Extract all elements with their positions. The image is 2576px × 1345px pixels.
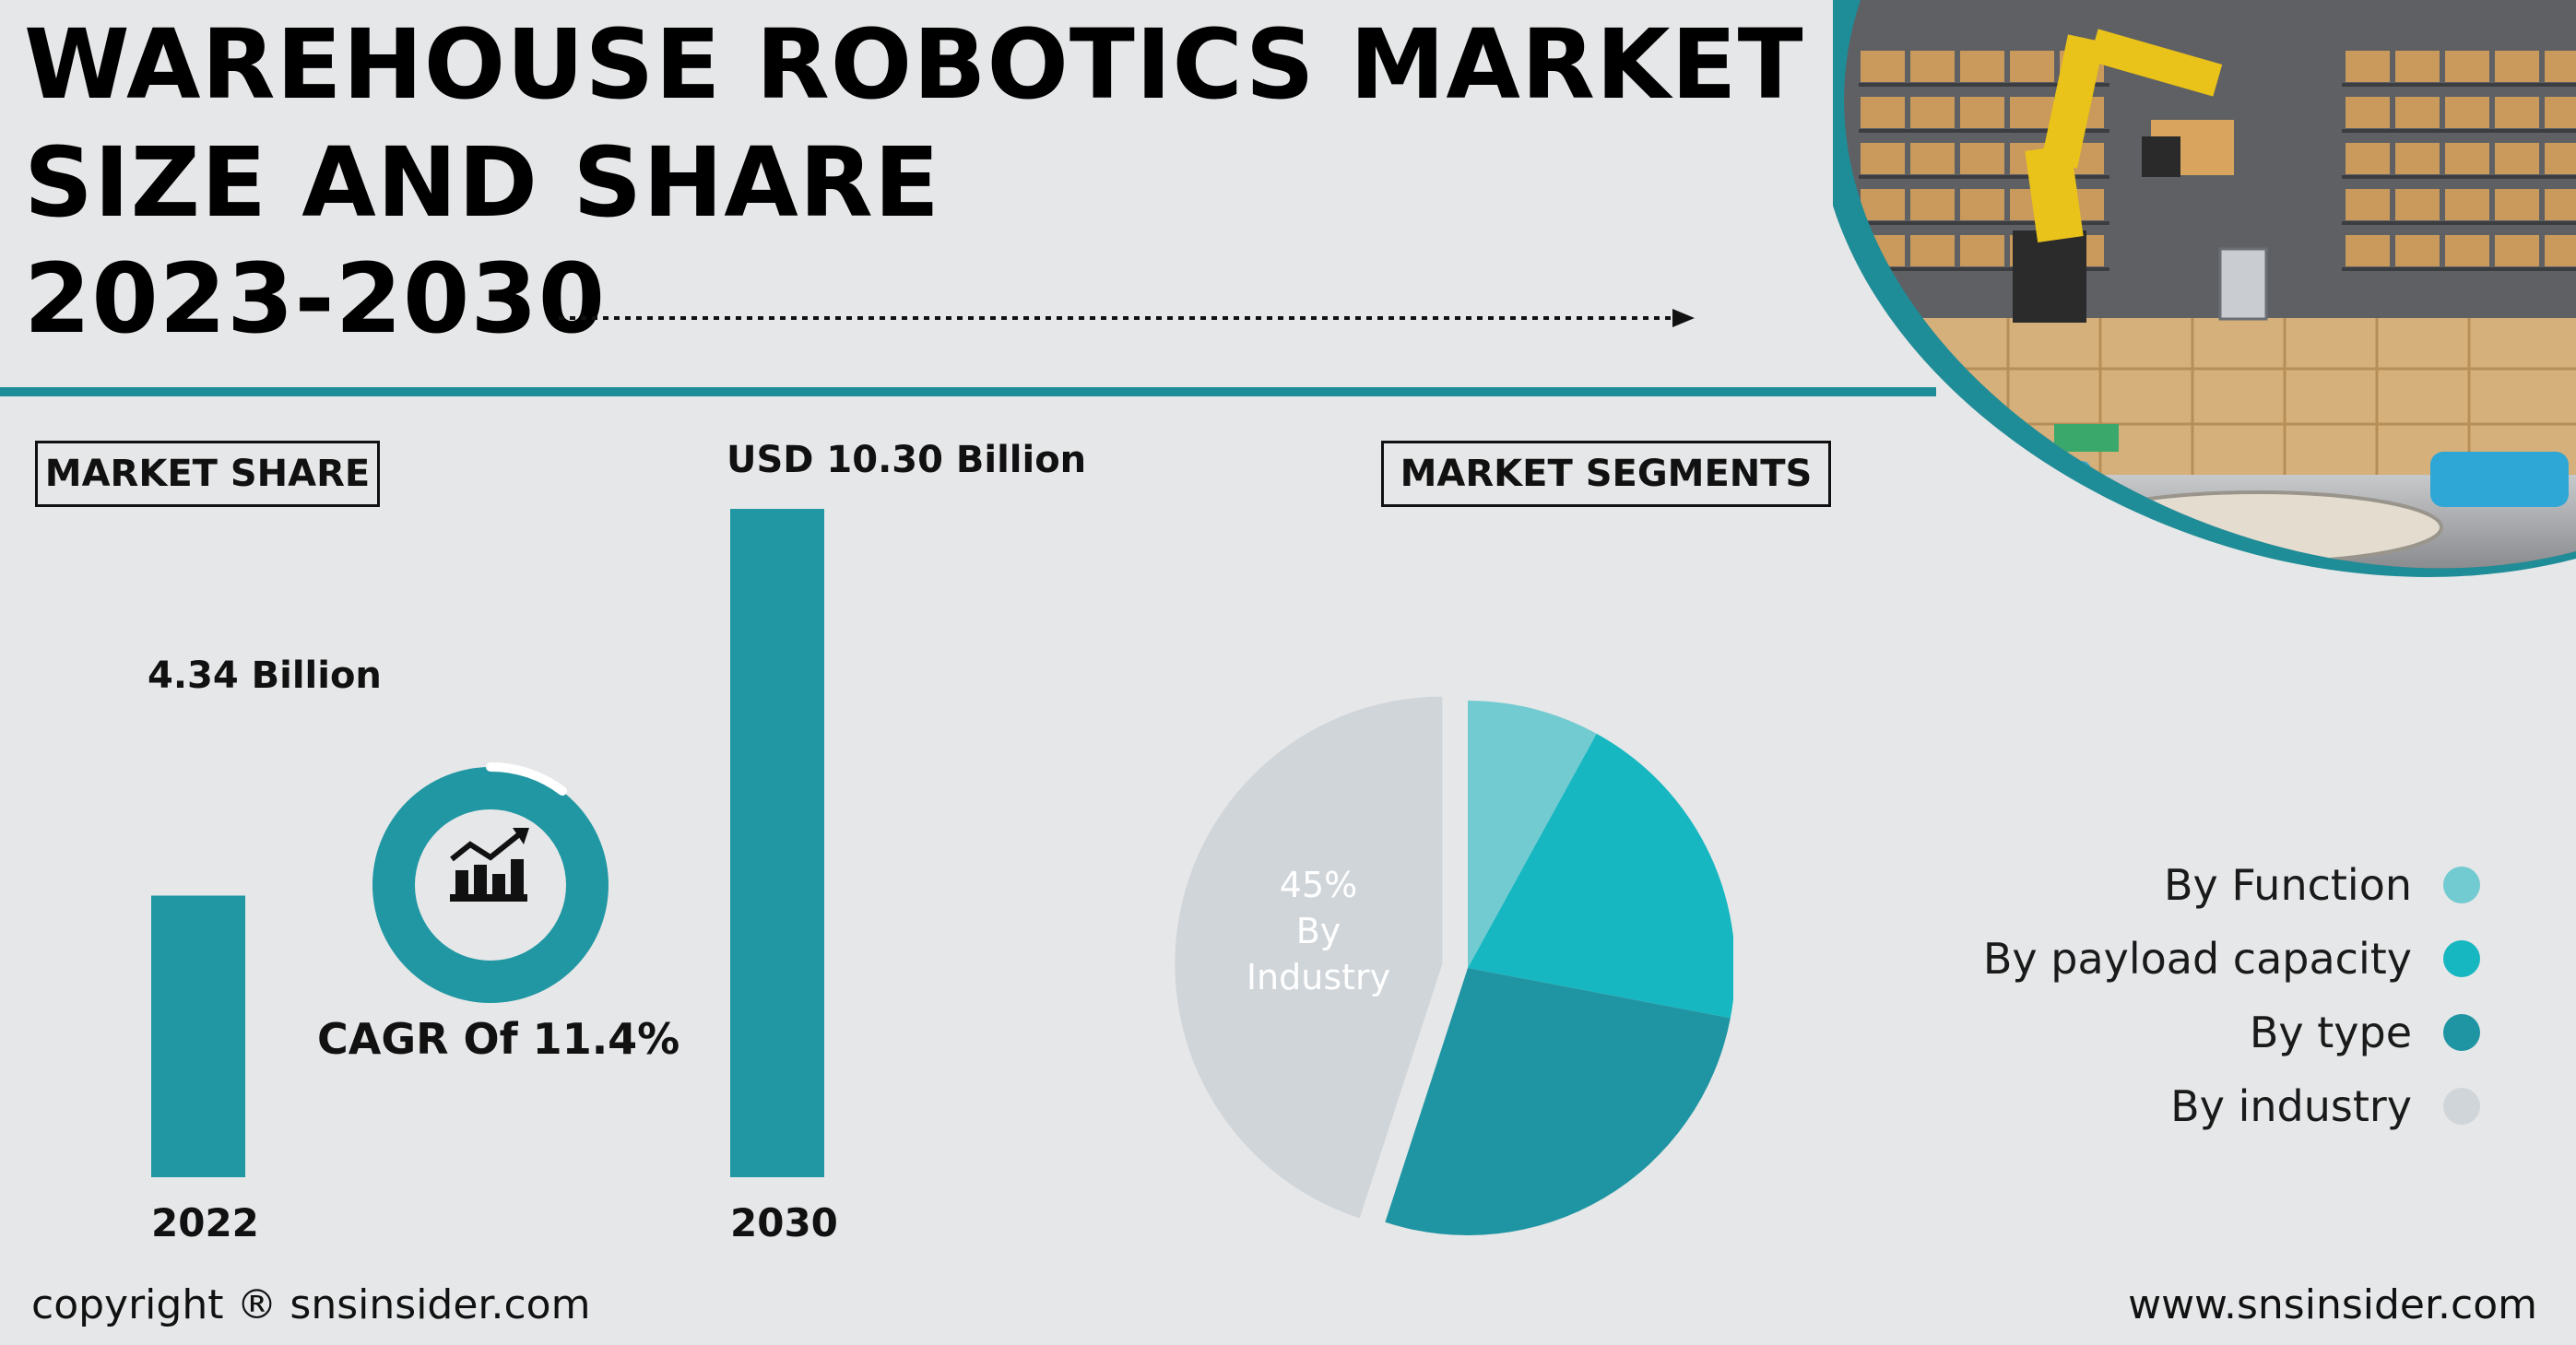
dotted-arrow-icon [559, 309, 1695, 327]
pie-label-percent: 45% [1279, 865, 1358, 905]
cagr-ring [372, 761, 609, 1003]
pie-label-segment: Industry [1246, 957, 1391, 997]
legend-item-by-industry: By industry [1983, 1069, 2480, 1143]
legend-dot-icon [2443, 1014, 2480, 1051]
legend-item-by-function: By Function [1983, 848, 2480, 922]
legend-label: By industry [2170, 1081, 2412, 1131]
legend-label: By payload capacity [1982, 934, 2412, 984]
legend-dot-icon [2443, 940, 2480, 977]
page-title-line-3: 2023-2030 [24, 242, 607, 355]
cagr-label: CAGR Of 11.4% [317, 1014, 680, 1064]
bar-2030-value-label: USD 10.30 Billion [727, 439, 1087, 481]
legend-item-by-payload-capacity: By payload capacity [1983, 922, 2480, 996]
bar-2022-value-label: 4.34 Billion [148, 655, 382, 697]
pie-slice-by-industry [1175, 696, 1443, 1219]
legend-dot-icon [2443, 1088, 2480, 1125]
bar-2022-year-label: 2022 [151, 1200, 259, 1245]
bar-2030-year-label: 2030 [730, 1200, 838, 1245]
pie-slice-by-payload-capacity [1468, 733, 1733, 1019]
bar-2022 [151, 895, 245, 1177]
market-segments-heading: MARKET SEGMENTS [1381, 441, 1831, 507]
website-link[interactable]: www.snsinsider.com [2128, 1281, 2537, 1328]
copyright-text: copyright ® snsinsider.com [31, 1281, 591, 1328]
bar-2030 [730, 509, 824, 1177]
legend-item-by-type: By type [1983, 996, 2480, 1069]
market-segments-pie-chart [1175, 696, 1733, 1235]
market-share-heading: MARKET SHARE [35, 441, 380, 507]
legend-label: By type [2249, 1008, 2412, 1057]
pie-legend: By Function By payload capacity By type … [1983, 848, 2480, 1143]
pie-slice-by-function [1468, 701, 1597, 968]
pie-slice-by-type [1385, 968, 1731, 1235]
warehouse-robot-image [1833, 0, 2576, 577]
chart-growth-icon [450, 828, 529, 902]
pie-label-by: By [1295, 911, 1341, 951]
legend-label: By Function [2163, 860, 2412, 910]
legend-dot-icon [2443, 867, 2480, 903]
header-divider [0, 387, 1936, 396]
page-title-line-2: SIZE AND SHARE [24, 126, 940, 239]
market-size-bar-chart [151, 509, 824, 1177]
page-title-line-1: WAREHOUSE ROBOTICS MARKET [24, 8, 1804, 121]
